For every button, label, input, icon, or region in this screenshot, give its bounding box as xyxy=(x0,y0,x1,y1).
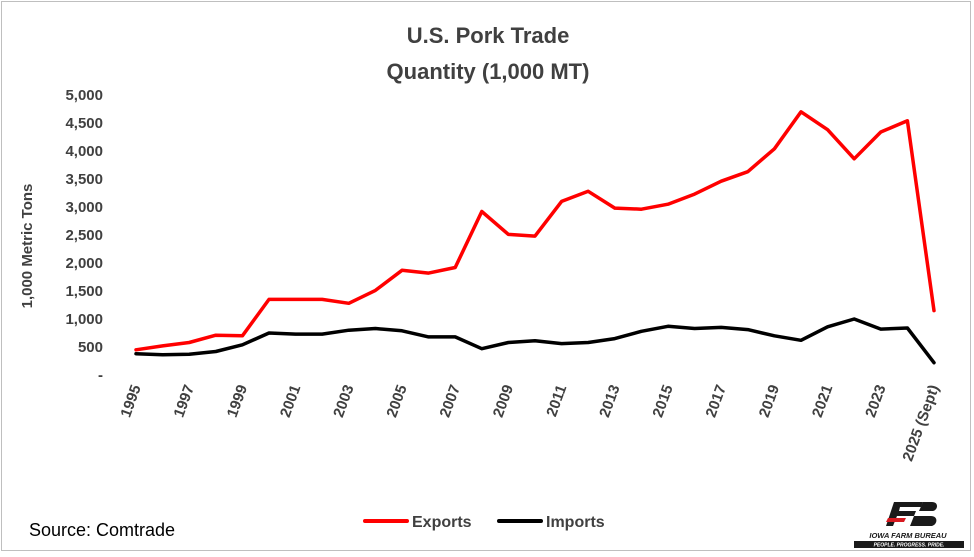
legend-label-exports: Exports xyxy=(412,514,472,531)
source-note: Source: Comtrade xyxy=(29,520,175,540)
legend-item-exports: Exports xyxy=(363,514,472,531)
x-tick-label: 2005 xyxy=(383,383,410,420)
x-tick-label: 2019 xyxy=(756,383,783,420)
y-tick-label: 3,000 xyxy=(65,199,103,216)
x-tick-label: 2011 xyxy=(543,383,570,419)
x-tick-label: 2001 xyxy=(277,383,304,420)
x-tick-label: 1999 xyxy=(224,383,251,420)
x-tick-label: 2021 xyxy=(809,383,836,420)
x-tick-label: 2003 xyxy=(330,383,357,420)
fb-mark-icon xyxy=(886,502,937,526)
x-tick-label: 2009 xyxy=(490,383,517,420)
legend-item-imports: Imports xyxy=(497,514,605,531)
y-tick-label: 3,500 xyxy=(65,171,103,188)
iowa-farm-bureau-logo: IOWA FARM BUREAU PEOPLE. PROGRESS. PRIDE… xyxy=(854,502,964,549)
x-axis-ticks: 1995 1997 1999 2001 2003 2005 2007 2009 2011 2013… xyxy=(117,383,942,464)
x-tick-label: 2017 xyxy=(703,383,730,420)
y-axis-ticks: - 500 1,000 1,500 2,000 2,500 3,000 3,500 4,000 4… xyxy=(65,87,103,384)
series-line-exports xyxy=(134,110,936,352)
y-tick-label: 2,500 xyxy=(65,227,103,244)
y-tick-label: - xyxy=(98,367,103,384)
y-tick-label: 5,000 xyxy=(65,87,103,104)
chart-subtitle: Quantity (1,000 MT) xyxy=(387,59,590,84)
y-tick-label: 1,500 xyxy=(65,283,103,300)
chart-title: U.S. Pork Trade xyxy=(407,23,570,48)
x-tick-label: 2025 (Sept) xyxy=(899,383,942,464)
logo-tagline: PEOPLE. PROGRESS. PRIDE. xyxy=(874,543,945,549)
y-tick-label: 500 xyxy=(78,339,103,356)
legend-label-imports: Imports xyxy=(546,514,605,531)
logo-tagline-bar xyxy=(854,541,964,548)
x-tick-label: 1997 xyxy=(171,383,198,420)
logo-name: IOWA FARM BUREAU xyxy=(869,531,947,540)
legend: Exports Imports xyxy=(363,514,605,531)
y-tick-label: 4,000 xyxy=(65,143,103,160)
x-tick-label: 2007 xyxy=(437,383,464,420)
series-line-imports xyxy=(134,317,936,365)
x-tick-label: 2013 xyxy=(596,383,623,420)
y-axis-label: 1,000 Metric Tons xyxy=(19,184,36,309)
y-tick-label: 4,500 xyxy=(65,115,103,132)
y-tick-label: 1,000 xyxy=(65,311,103,328)
y-tick-label: 2,000 xyxy=(65,255,103,272)
x-tick-label: 2023 xyxy=(862,383,889,420)
series-layer xyxy=(134,110,936,365)
x-tick-label: 1995 xyxy=(117,383,144,420)
x-tick-label: 2015 xyxy=(649,383,676,420)
